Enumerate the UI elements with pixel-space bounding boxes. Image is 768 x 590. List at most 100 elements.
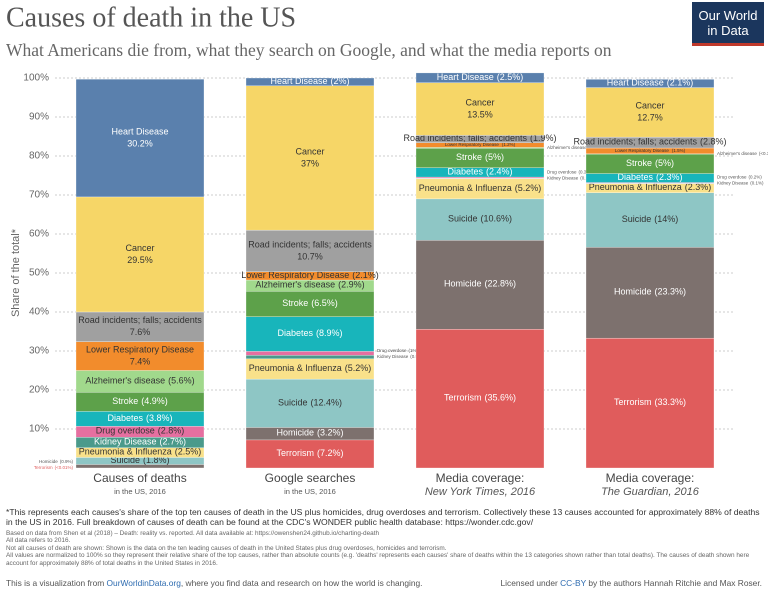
segment-value: (23.3%) <box>655 287 687 297</box>
segment-name: Road incidents; falls; accidents <box>248 239 372 249</box>
segment-label: Suicide (12.4%) <box>278 398 342 408</box>
y-tick-label: 100% <box>23 73 49 84</box>
y-tick-label: 20% <box>29 385 49 396</box>
segment-value: (0.9%) <box>60 459 74 464</box>
segment-name: Terrorism <box>276 448 314 458</box>
segment-label: Terrorism (7.2%) <box>276 448 343 458</box>
segment-value: (5%) <box>485 152 504 162</box>
segment-name: Stroke <box>626 158 652 168</box>
segment-value: 12.7% <box>637 113 663 123</box>
segment-name: Drug overdose <box>547 170 577 175</box>
y-tick-label: 30% <box>29 346 49 357</box>
segment-label: Kidney Disease (2.7%) <box>94 437 186 447</box>
license-link[interactable]: CC-BY <box>560 578 587 588</box>
segment-name: Stroke <box>282 298 308 308</box>
segment-name: Pneumonia & Influenza <box>419 183 512 193</box>
segment-value: (2.1%) <box>352 270 379 280</box>
segment-name: Terrorism <box>444 393 482 403</box>
segment-value: (2.4%) <box>486 167 513 177</box>
segment-value: (1.5%) <box>672 148 686 153</box>
chart-title: Causes of death in the US <box>6 2 296 33</box>
segment-value: (1.2%) <box>502 142 516 147</box>
x-tick-label: Media coverage: <box>606 471 695 485</box>
segment-name: Heart Disease <box>270 76 327 86</box>
segment-value: (22.8%) <box>485 279 517 289</box>
bar-segment <box>415 198 545 241</box>
bar-segment <box>75 196 205 313</box>
bar-segment <box>75 79 205 198</box>
segment-name: Kidney Disease <box>94 437 157 447</box>
y-tick-label: 70% <box>29 190 49 201</box>
segment-name: Cancer <box>125 243 154 253</box>
segment-label: Stroke (4.9%) <box>112 396 168 406</box>
segment-label: Diabetes (8.9%) <box>277 328 342 338</box>
segment-label: Pneumonia & Influenza (2.5%) <box>79 447 202 457</box>
segment-name: Kidney Disease <box>717 181 749 186</box>
segment-value: (5.6%) <box>168 376 195 386</box>
segment-label: Road incidents; falls; accidents (1.9%) <box>403 133 556 143</box>
segment-label: Suicide (1.8%) <box>110 455 169 465</box>
logo-text: in Data <box>707 23 749 38</box>
bar-segment <box>245 77 375 86</box>
segment-name: Stroke <box>112 396 138 406</box>
notes: *This represents each causes's share of … <box>6 507 762 567</box>
bar-segment <box>245 378 375 428</box>
segment-value: (4.9%) <box>141 396 168 406</box>
credit-text: , where you find data and research on ho… <box>180 578 423 588</box>
credit-text: This is a visualization from <box>6 578 107 588</box>
segment-value: (7.2%) <box>317 448 344 458</box>
segment-value: (1.9%) <box>530 133 557 143</box>
segment-name: Diabetes <box>617 172 653 182</box>
bar-segment <box>585 79 715 88</box>
y-tick-label: 50% <box>29 268 49 279</box>
segment-value: (0.1%) <box>750 181 764 186</box>
segment-name: Alzheimer's disease <box>255 280 335 290</box>
logo[interactable]: Our World in Data <box>692 2 764 46</box>
segment-value: (<0.1%) <box>759 151 768 156</box>
bar-segment <box>415 72 545 83</box>
segment-value: (35.6%) <box>484 393 516 403</box>
credit-link[interactable]: OurWorldinData.org <box>106 578 181 588</box>
segment-name: Road incidents; falls; accidents <box>78 315 202 325</box>
segment-value: (12.4%) <box>311 398 343 408</box>
y-tick-label: 80% <box>29 151 49 162</box>
bar-segment <box>245 85 375 231</box>
chart: Causes of death in the US What Americans… <box>6 2 768 498</box>
segment-name: Stroke <box>456 152 482 162</box>
segment-value: (2.3%) <box>656 172 683 182</box>
segment-name: Lower Respiratory Disease <box>86 344 194 354</box>
segment-value: (1%) <box>409 348 419 353</box>
segment-name: Diabetes <box>277 328 313 338</box>
segment-label: Heart Disease (2.1%) <box>607 78 694 88</box>
segment-name: Road incidents; falls; accidents <box>573 137 697 147</box>
segment-label: Drug overdose (0.2%) <box>717 175 762 180</box>
chart-subtitle: What Americans die from, what they searc… <box>6 40 612 60</box>
segment-label: Diabetes (3.8%) <box>107 413 172 423</box>
segment-value: (10.6%) <box>481 214 513 224</box>
segment-label: Terrorism (35.6%) <box>444 393 516 403</box>
segment-value: (<0.01%) <box>55 465 74 470</box>
license-text: Licensed under <box>500 578 561 588</box>
bar-segment <box>245 439 375 469</box>
bar-segment <box>585 87 715 138</box>
y-axis-label: Share of the total* <box>10 228 22 317</box>
segment-label: Pneumonia & Influenza (2.3%) <box>589 183 712 193</box>
segment-name: Homicide <box>39 459 58 464</box>
segment-label: Pneumonia & Influenza (5.2%) <box>419 183 542 193</box>
segment-name: Road incidents; falls; accidents <box>403 133 527 143</box>
license-text: by the authors Hannah Ritchie and Max Ro… <box>586 578 762 588</box>
segment-value: (5.2%) <box>515 183 542 193</box>
x-tick-sublabel: New York Times, 2016 <box>425 486 536 498</box>
segment-value: (33.3%) <box>654 397 686 407</box>
bar-segment <box>75 341 205 371</box>
segment-name: Kidney Disease <box>377 354 409 359</box>
segment-label: Lower Respiratory Disease (1.2%) <box>445 142 516 147</box>
segment-value: 37% <box>301 158 319 168</box>
license: Licensed under CC-BY by the authors Hann… <box>501 578 763 588</box>
segment-name: Suicide <box>622 214 652 224</box>
segment-value: (1.8%) <box>143 455 170 465</box>
segment-value: (2.8%) <box>158 426 185 436</box>
segment-name: Alzheimer's disease <box>717 151 757 156</box>
segment-name: Cancer <box>635 101 664 111</box>
